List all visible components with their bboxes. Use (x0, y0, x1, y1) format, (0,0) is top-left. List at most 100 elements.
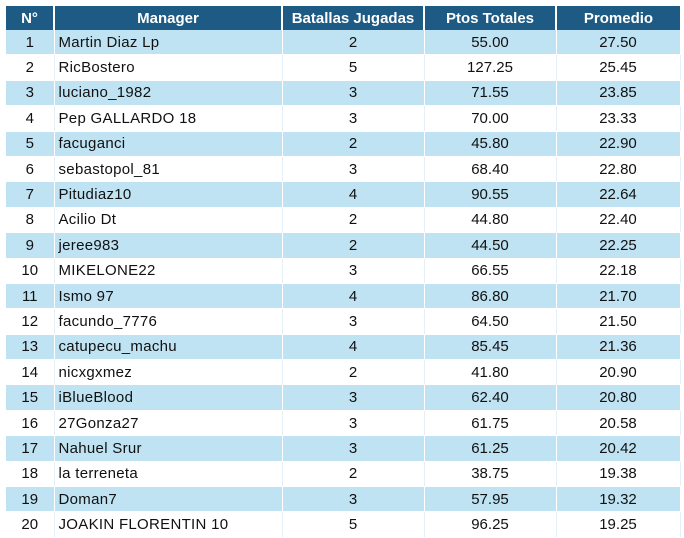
cell-manager: Pitudiaz10 (54, 181, 283, 208)
cell-number: 15 (6, 384, 55, 411)
cell-batallas-jugadas: 2 (282, 131, 425, 157)
header-promedio: Promedio (556, 6, 680, 30)
cell-batallas-jugadas: 2 (282, 207, 425, 234)
cell-number: 2 (6, 54, 55, 81)
table-row: 6 sebastopol_81 3 68.40 22.80 (6, 156, 681, 183)
cell-promedio: 21.70 (556, 283, 681, 310)
cell-number: 14 (6, 359, 55, 386)
cell-promedio: 19.38 (556, 461, 681, 488)
cell-batallas-jugadas: 2 (282, 30, 425, 56)
table-row: 19 Doman7 3 57.95 19.32 (6, 486, 681, 513)
cell-promedio: 19.32 (556, 486, 681, 513)
cell-ptos-totales: 38.75 (424, 461, 557, 488)
cell-number: 11 (6, 283, 55, 310)
cell-ptos-totales: 90.55 (424, 181, 557, 208)
cell-number: 19 (6, 486, 55, 513)
cell-ptos-totales: 44.50 (424, 232, 557, 259)
table-header: N° Manager Batallas Jugadas Ptos Totales… (6, 6, 680, 30)
cell-ptos-totales: 44.80 (424, 207, 557, 234)
table-row: 3 luciano_1982 3 71.55 23.85 (6, 80, 681, 107)
cell-promedio: 21.36 (556, 334, 681, 361)
cell-manager: sebastopol_81 (54, 156, 283, 183)
cell-number: 18 (6, 461, 55, 488)
cell-ptos-totales: 45.80 (424, 131, 557, 157)
cell-batallas-jugadas: 4 (282, 283, 425, 310)
cell-promedio: 22.40 (556, 207, 681, 234)
cell-ptos-totales: 70.00 (424, 105, 557, 132)
cell-manager: Ismo 97 (54, 283, 283, 310)
cell-promedio: 27.50 (556, 30, 681, 56)
cell-number: 7 (6, 181, 55, 208)
cell-ptos-totales: 41.80 (424, 359, 557, 386)
ranking-table: N° Manager Batallas Jugadas Ptos Totales… (6, 6, 681, 538)
cell-ptos-totales: 61.25 (424, 435, 557, 462)
header-row: N° Manager Batallas Jugadas Ptos Totales… (6, 6, 680, 30)
cell-ptos-totales: 66.55 (424, 258, 557, 284)
cell-manager: Doman7 (54, 486, 283, 513)
cell-batallas-jugadas: 5 (282, 54, 425, 81)
cell-ptos-totales: 55.00 (424, 30, 557, 56)
cell-promedio: 21.50 (556, 308, 681, 335)
cell-promedio: 25.45 (556, 54, 681, 81)
header-number: N° (6, 6, 55, 30)
table-row: 14 nicxgxmez 2 41.80 20.90 (6, 359, 681, 386)
cell-manager: la terreneta (54, 461, 283, 488)
header-ptos-totales: Ptos Totales (424, 6, 557, 30)
cell-manager: Nahuel Srur (54, 435, 283, 462)
table-row: 11 Ismo 97 4 86.80 21.70 (6, 283, 681, 310)
cell-manager: 27Gonza27 (54, 410, 283, 437)
cell-number: 1 (6, 30, 55, 56)
cell-number: 10 (6, 258, 55, 284)
cell-ptos-totales: 96.25 (424, 511, 557, 538)
cell-number: 9 (6, 232, 55, 259)
cell-promedio: 22.90 (556, 131, 681, 157)
cell-promedio: 23.33 (556, 105, 681, 132)
table-row: 10 MIKELONE22 3 66.55 22.18 (6, 258, 681, 284)
cell-promedio: 20.58 (556, 410, 681, 437)
cell-batallas-jugadas: 3 (282, 486, 425, 513)
cell-manager: MIKELONE22 (54, 258, 283, 284)
cell-batallas-jugadas: 2 (282, 359, 425, 386)
cell-promedio: 19.25 (556, 511, 681, 538)
cell-manager: Acilio Dt (54, 207, 283, 234)
table-row: 18 la terreneta 2 38.75 19.38 (6, 461, 681, 488)
cell-manager: facuganci (54, 131, 283, 157)
cell-manager: nicxgxmez (54, 359, 283, 386)
table-row: 5 facuganci 2 45.80 22.90 (6, 131, 681, 157)
table-row: 17 Nahuel Srur 3 61.25 20.42 (6, 435, 681, 462)
cell-batallas-jugadas: 3 (282, 384, 425, 411)
cell-ptos-totales: 71.55 (424, 80, 557, 107)
cell-ptos-totales: 127.25 (424, 54, 557, 81)
cell-batallas-jugadas: 3 (282, 156, 425, 183)
cell-number: 12 (6, 308, 55, 335)
table-row: 15 iBlueBlood 3 62.40 20.80 (6, 384, 681, 411)
cell-manager: luciano_1982 (54, 80, 283, 107)
cell-number: 5 (6, 131, 55, 157)
cell-manager: catupecu_machu (54, 334, 283, 361)
cell-batallas-jugadas: 5 (282, 511, 425, 538)
cell-ptos-totales: 68.40 (424, 156, 557, 183)
header-manager: Manager (54, 6, 283, 30)
table-row: 7 Pitudiaz10 4 90.55 22.64 (6, 181, 681, 208)
cell-ptos-totales: 57.95 (424, 486, 557, 513)
table-row: 9 jeree983 2 44.50 22.25 (6, 232, 681, 259)
cell-batallas-jugadas: 3 (282, 105, 425, 132)
table-body: 1 Martin Diaz Lp 2 55.00 27.50 2 RicBostero 5 12… (6, 30, 681, 538)
cell-manager: iBlueBlood (54, 384, 283, 411)
cell-number: 17 (6, 435, 55, 462)
cell-manager: RicBostero (54, 54, 283, 81)
cell-batallas-jugadas: 4 (282, 181, 425, 208)
header-batallas-jugadas: Batallas Jugadas (282, 6, 425, 30)
cell-manager: JOAKIN FLORENTIN 10 (54, 511, 283, 538)
cell-ptos-totales: 86.80 (424, 283, 557, 310)
cell-ptos-totales: 62.40 (424, 384, 557, 411)
cell-batallas-jugadas: 4 (282, 334, 425, 361)
cell-manager: jeree983 (54, 232, 283, 259)
table-row: 1 Martin Diaz Lp 2 55.00 27.50 (6, 30, 681, 56)
cell-batallas-jugadas: 2 (282, 461, 425, 488)
cell-promedio: 22.18 (556, 258, 681, 284)
cell-ptos-totales: 64.50 (424, 308, 557, 335)
cell-ptos-totales: 85.45 (424, 334, 557, 361)
cell-number: 6 (6, 156, 55, 183)
cell-ptos-totales: 61.75 (424, 410, 557, 437)
